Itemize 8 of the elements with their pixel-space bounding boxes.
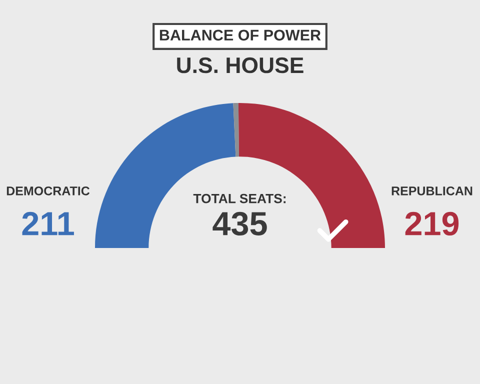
chart-title: BALANCE OF POWER: [160, 30, 321, 41]
text: 435: [212, 212, 267, 236]
data-label: 219: [405, 212, 459, 236]
chart-subtitle: U.S. HOUSE: [177, 57, 304, 74]
slice-label: REPUBLICAN: [392, 186, 472, 196]
data-label: 211: [22, 212, 74, 236]
slice-label: DEMOCRATIC: [6, 186, 90, 196]
text: TOTAL SEATS:: [193, 194, 286, 204]
